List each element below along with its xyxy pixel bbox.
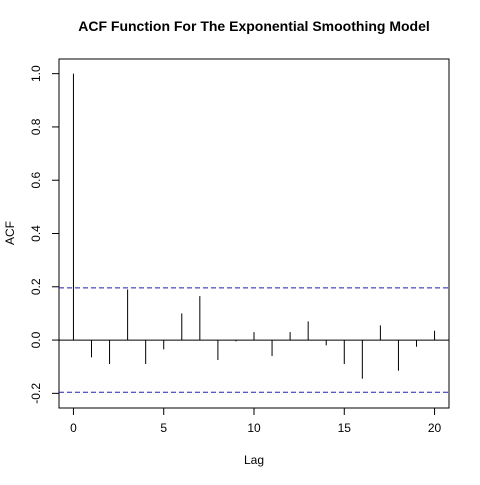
y-tick-label: 0.2 xyxy=(29,278,43,295)
y-tick-label: 0.6 xyxy=(29,172,43,189)
x-tick-label: 10 xyxy=(247,421,261,435)
x-tick-label: 15 xyxy=(338,421,352,435)
plot-frame xyxy=(58,58,450,409)
x-tick-label: 20 xyxy=(428,421,442,435)
plot-area: 0 5 10 15 20 -0.2 0.0 0.2 0.4 0.6 0.8 1.0 xyxy=(29,58,450,435)
y-tick-label: 1.0 xyxy=(29,65,43,82)
chart-title: ACF Function For The Exponential Smoothi… xyxy=(78,18,430,34)
y-tick-label: 0.0 xyxy=(29,331,43,348)
x-axis-label: Lag xyxy=(244,453,264,467)
y-tick-label: -0.2 xyxy=(29,383,43,404)
y-axis-label: ACF xyxy=(3,221,17,245)
y-tick-label: 0.4 xyxy=(29,225,43,242)
y-tick-label: 0.8 xyxy=(29,118,43,135)
x-tick-label: 5 xyxy=(160,421,167,435)
x-tick-label: 0 xyxy=(70,421,77,435)
